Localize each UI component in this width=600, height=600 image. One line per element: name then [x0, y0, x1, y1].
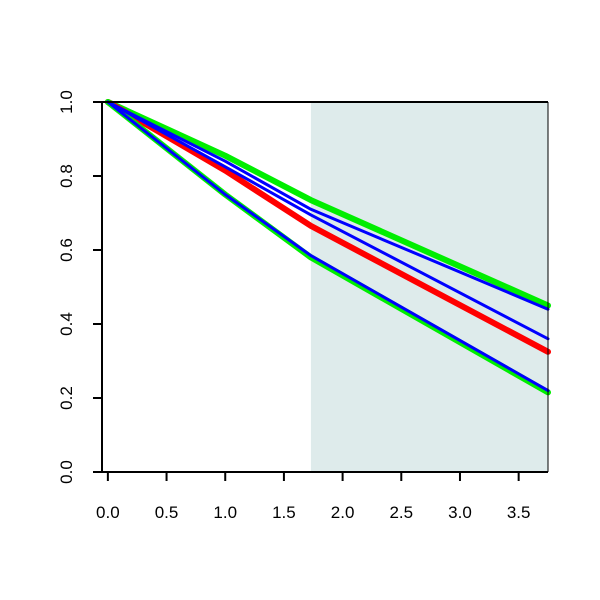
series-line-2 [106, 100, 550, 311]
x-tick-label: 3.5 [507, 503, 531, 522]
x-tick-label: 0.0 [96, 503, 120, 522]
y-tick-label: 0.8 [57, 164, 76, 188]
series-line-4 [104, 99, 551, 355]
y-tick-label: 0.4 [57, 312, 76, 336]
x-tick-label: 3.0 [448, 503, 472, 522]
series-layer [104, 99, 551, 396]
series-line-5 [106, 100, 550, 393]
x-tick-label: 2.0 [331, 503, 355, 522]
series-line-1 [104, 99, 551, 309]
y-tick-label: 0.2 [57, 386, 76, 410]
series-line-3 [106, 100, 550, 341]
x-tick-label: 1.5 [272, 503, 296, 522]
y-tick-label: 0.0 [57, 460, 76, 484]
y-tick-label: 1.0 [57, 90, 76, 114]
x-tick-label: 0.5 [155, 503, 179, 522]
y-tick-label: 0.6 [57, 238, 76, 262]
axes-layer: 0.0 0.5 1.0 1.5 2.0 2.5 3.0 3.5 0.0 0.2 0.4 0.6 0.8 1… [57, 90, 549, 522]
x-tick-label: 1.0 [213, 503, 237, 522]
x-tick-label: 2.5 [389, 503, 413, 522]
